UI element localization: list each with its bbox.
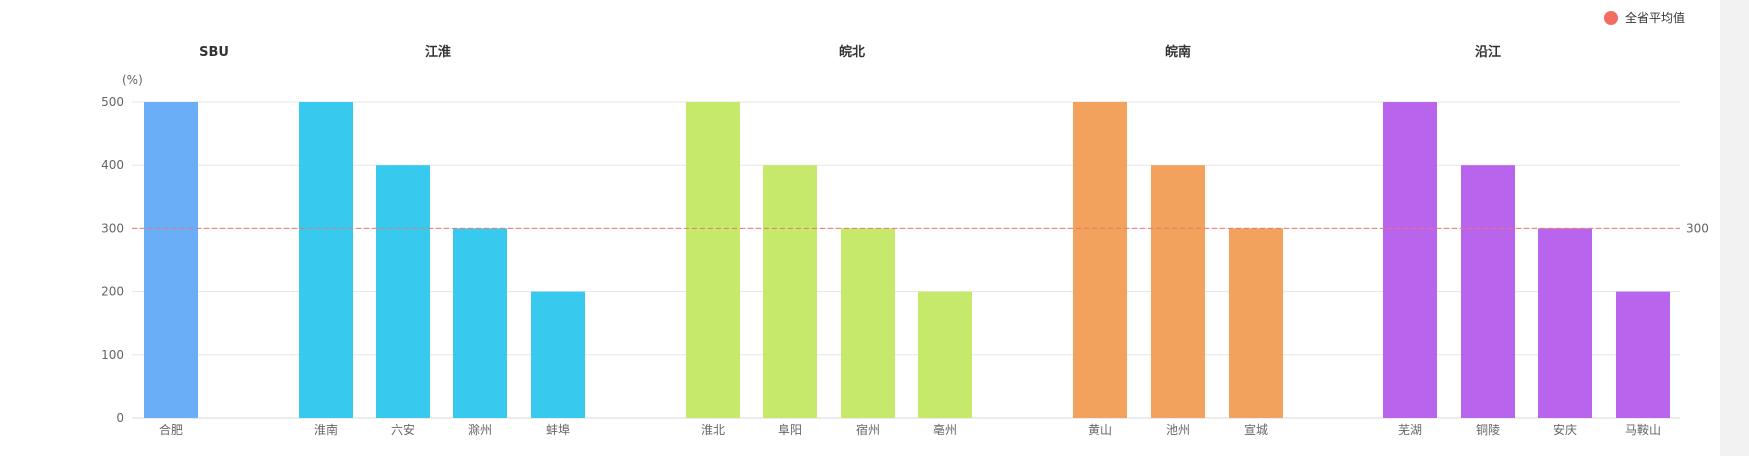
x-category-label: 宿州 — [856, 422, 880, 437]
bar[interactable] — [841, 228, 895, 418]
x-category-label: 亳州 — [933, 422, 957, 437]
x-category-label: 蚌埠 — [546, 423, 570, 437]
y-tick-label: 200 — [101, 285, 124, 299]
bar[interactable] — [453, 228, 507, 418]
y-tick-label: 300 — [101, 221, 124, 235]
y-tick-label: 0 — [116, 411, 124, 425]
bar[interactable] — [1383, 102, 1437, 418]
x-category-label: 滁州 — [468, 422, 492, 437]
x-category-label: 淮北 — [701, 423, 725, 437]
legend: 全省平均值 — [1604, 10, 1685, 25]
group-title: 皖北 — [839, 44, 865, 60]
average-line-layer: 300 — [132, 221, 1709, 235]
x-category-label: 马鞍山 — [1625, 422, 1661, 437]
x-category-label: 安庆 — [1553, 422, 1577, 437]
y-tick-label: 500 — [101, 95, 124, 109]
group-title: 沿江 — [1475, 44, 1501, 60]
group-title: 江淮 — [425, 44, 451, 60]
x-category-label: 阜阳 — [778, 423, 802, 437]
y-axis-unit-label: (%) — [122, 73, 143, 87]
bar[interactable] — [1461, 165, 1515, 418]
bar[interactable] — [1616, 291, 1670, 418]
x-category-label: 淮南 — [314, 422, 338, 437]
bar[interactable] — [1151, 165, 1205, 418]
grid-layer — [132, 101, 1680, 419]
bar[interactable] — [1538, 228, 1592, 418]
x-category-label: 铜陵 — [1476, 422, 1500, 437]
bar[interactable] — [918, 291, 972, 418]
legend-marker-icon[interactable] — [1604, 11, 1618, 25]
average-line-label: 300 — [1686, 221, 1709, 235]
bar[interactable] — [1229, 228, 1283, 418]
bar[interactable] — [299, 102, 353, 418]
x-category-label: 黄山 — [1088, 423, 1112, 437]
bar[interactable] — [144, 102, 198, 418]
bar[interactable] — [686, 102, 740, 418]
x-category-label: 芜湖 — [1398, 422, 1422, 437]
y-tick-label: 400 — [101, 158, 124, 172]
bar[interactable] — [531, 291, 585, 418]
legend-label[interactable]: 全省平均值 — [1625, 10, 1685, 25]
group-title: SBU — [199, 45, 229, 60]
x-category-label: 六安 — [391, 422, 415, 437]
y-tick-label: 100 — [101, 348, 124, 362]
x-category-label: 宣城 — [1244, 422, 1268, 437]
x-category-label: 池州 — [1166, 423, 1190, 437]
x-category-label: 合肥 — [159, 422, 183, 437]
bar[interactable] — [1073, 102, 1127, 418]
bar[interactable] — [763, 165, 817, 418]
bars-layer — [144, 102, 1670, 418]
group-title: 皖南 — [1165, 44, 1191, 60]
bar[interactable] — [376, 165, 430, 418]
